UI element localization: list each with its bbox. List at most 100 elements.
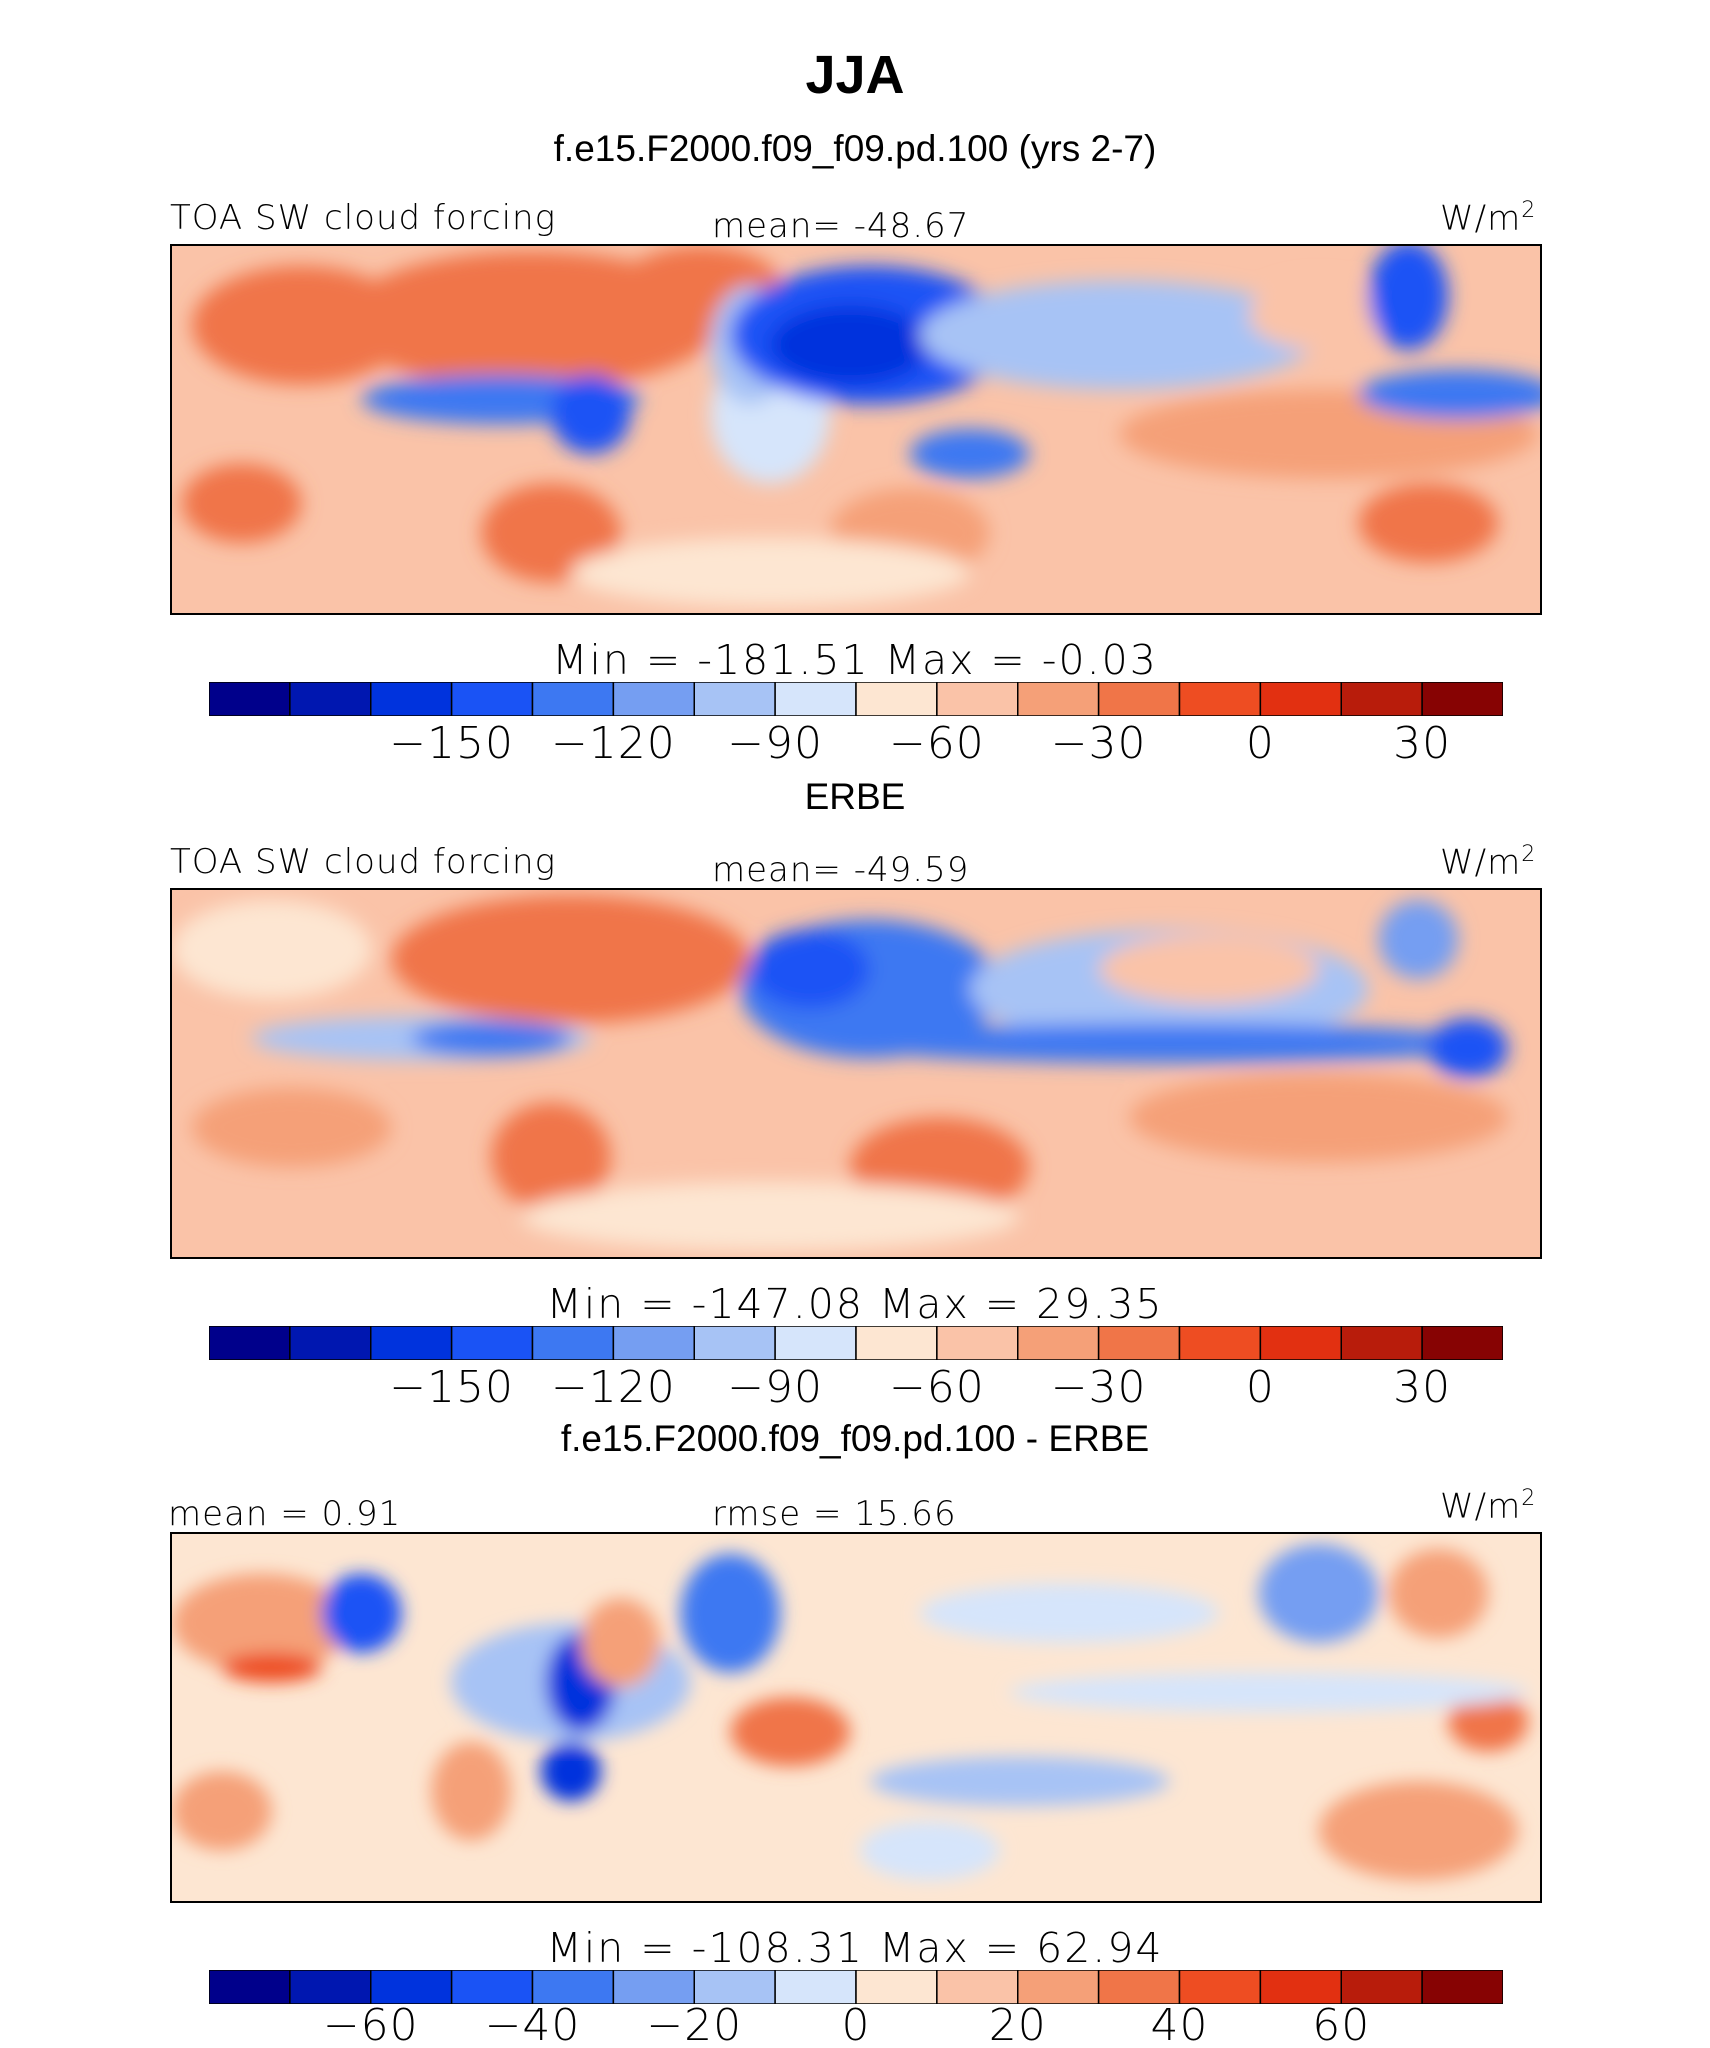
field-region (1378, 899, 1459, 980)
colorbar-swatch (1178, 1970, 1262, 2004)
field-region (1248, 280, 1389, 350)
colorbar-ticks: −150 −120 −90 −60 −30 0 30 (0, 718, 1710, 778)
field-region (1358, 483, 1499, 563)
panel-left-label: mean = 0.91 (168, 1494, 402, 1534)
colorbar-tick-label: 30 (1393, 718, 1452, 769)
field-region (181, 463, 302, 543)
colorbar-svg (209, 682, 1503, 716)
panel-title: f.e15.F2000.f09_f09.pd.100 - ERBE (560, 1418, 1150, 1459)
colorbar-swatch (1097, 1970, 1181, 2004)
panel-title: ERBE (804, 776, 906, 817)
colorbar (209, 1326, 1503, 1360)
field-region (540, 1741, 601, 1802)
field-region (859, 1820, 1000, 1881)
field-region (321, 1573, 402, 1653)
colorbar-tick-label: 20 (988, 2000, 1047, 2048)
field-region (1318, 1781, 1519, 1881)
panel-title: f.e15.F2000.f09_f09.pd.100 (yrs 2-7) (553, 128, 1157, 169)
units-text: W/m (1440, 1486, 1522, 1527)
colorbar-swatch (1340, 1326, 1423, 1360)
panel-units: W/m2 (1440, 198, 1536, 238)
panel-left-label: TOA SW cloud forcing (170, 198, 556, 238)
field-region (570, 537, 970, 608)
field-region (172, 899, 372, 999)
field-region (680, 1553, 781, 1673)
colorbar-swatch (209, 682, 291, 716)
field-region (770, 305, 930, 385)
field-region (1009, 1672, 1529, 1713)
colorbar-tick-label: −60 (888, 718, 985, 769)
field-region (172, 1573, 352, 1673)
colorbar-swatch (1017, 1326, 1100, 1360)
panel-mean-label: mean= -48.67 (712, 206, 970, 246)
colorbar-swatch (1421, 682, 1503, 716)
field-region (172, 1771, 272, 1851)
field-region (1388, 1548, 1489, 1638)
min-max-label: Min = -181.51 Max = -0.03 (552, 636, 1158, 684)
field-region (191, 1087, 392, 1167)
units-sup: 2 (1521, 1486, 1537, 1511)
colorbar-tick-label: 0 (1245, 718, 1275, 769)
colorbar-swatch (1340, 682, 1423, 716)
field-region (481, 483, 621, 583)
colorbar-swatch (209, 1326, 291, 1360)
field-region (750, 929, 870, 1009)
colorbar-swatch (612, 1326, 695, 1360)
field-region (909, 429, 1030, 479)
colorbar-swatch (531, 1326, 615, 1360)
page-title: JJA (805, 45, 905, 105)
colorbar-swatch (1259, 1970, 1342, 2004)
colorbar-tick-label: −120 (550, 718, 676, 769)
field-region (411, 1020, 571, 1057)
colorbar-swatch (450, 1970, 534, 2004)
field-region (221, 1652, 322, 1683)
field-region (391, 894, 751, 1024)
colorbar-tick-label: −60 (322, 2000, 419, 2048)
units-text: W/m (1440, 198, 1522, 239)
colorbar-tick-label: −20 (646, 2000, 743, 2048)
colorbar-swatch (936, 682, 1019, 716)
colorbar-swatch (450, 1326, 534, 1360)
colorbar-swatch (855, 682, 938, 716)
field-region (550, 374, 631, 454)
colorbar-swatch (936, 1970, 1019, 2004)
field-region (1428, 1018, 1509, 1078)
colorbar (209, 682, 1503, 716)
field-region (1448, 1692, 1529, 1752)
colorbar-tick-label: −150 (389, 718, 515, 769)
colorbar-svg (209, 1970, 1503, 2004)
colorbar-swatch (1259, 1326, 1342, 1360)
colorbar-swatch (774, 1326, 857, 1360)
field-region (1099, 934, 1319, 1004)
colorbar-swatch (1097, 682, 1181, 716)
field-region (431, 1741, 512, 1841)
field-region (1129, 1073, 1509, 1163)
field-region (869, 1756, 1170, 1807)
colorbar-tick-label: −120 (550, 1362, 676, 1413)
colorbar-swatch (1421, 1326, 1503, 1360)
contour-field (172, 1534, 1540, 1901)
colorbar-tick-label: −90 (727, 718, 824, 769)
colorbar-swatch (1017, 1970, 1100, 2004)
colorbar-tick-label: −90 (727, 1362, 824, 1413)
colorbar-swatch (370, 682, 453, 716)
panel-units: W/m2 (1440, 1486, 1536, 1526)
map-plot (170, 244, 1542, 615)
colorbar-swatch (774, 682, 857, 716)
colorbar-ticks: −150 −120 −90 −60 −30 0 30 (0, 1362, 1710, 1422)
colorbar (209, 1970, 1503, 2004)
panel-rmse-label: rmse = 15.66 (712, 1494, 957, 1534)
colorbar-swatch (1178, 1326, 1262, 1360)
min-max-label: Min = -108.31 Max = 62.94 (546, 1924, 1164, 1972)
map-plot (170, 888, 1542, 1259)
colorbar-swatch (855, 1326, 938, 1360)
field-region (491, 1102, 611, 1212)
colorbar-swatch (531, 682, 615, 716)
colorbar-swatch (612, 1970, 695, 2004)
colorbar-swatch (289, 1970, 372, 2004)
units-text: W/m (1440, 842, 1522, 883)
colorbar-swatch (1421, 1970, 1503, 2004)
colorbar-swatch (450, 682, 534, 716)
colorbar-ticks: −60 −40 −20 0 20 40 60 (0, 2000, 1710, 2048)
units-sup: 2 (1521, 198, 1537, 223)
